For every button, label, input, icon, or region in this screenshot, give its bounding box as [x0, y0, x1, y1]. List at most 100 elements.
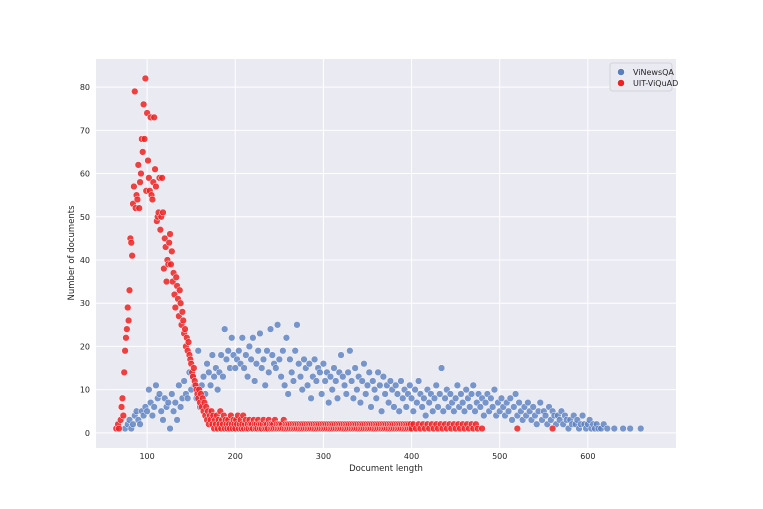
data-point [381, 390, 389, 398]
data-point [159, 416, 167, 424]
data-point [156, 226, 165, 234]
data-point [143, 407, 151, 415]
data-point [420, 394, 428, 402]
data-point [439, 407, 447, 415]
data-point [344, 368, 352, 377]
data-point [258, 364, 266, 372]
data-point [167, 260, 175, 268]
data-point [190, 364, 198, 372]
data-point [181, 325, 189, 333]
data-point [279, 347, 287, 355]
x-tick-label: 400 [404, 452, 419, 461]
data-point [402, 403, 410, 411]
y-tick-label: 30 [80, 299, 90, 308]
data-point [325, 398, 333, 407]
data-point [135, 204, 143, 212]
data-point [173, 416, 181, 424]
data-point [407, 394, 416, 402]
y-tick-label: 50 [80, 213, 90, 222]
data-point [251, 377, 259, 385]
data-point [626, 424, 634, 433]
data-point [259, 355, 268, 364]
data-point [296, 373, 305, 381]
data-point [145, 174, 153, 182]
data-point [238, 334, 246, 342]
data-point [399, 394, 407, 402]
data-point [480, 411, 488, 420]
data-point [370, 386, 379, 394]
y-axis-label: Number of documents [67, 205, 77, 301]
data-point [328, 386, 336, 394]
data-point [441, 394, 449, 402]
data-point [414, 377, 423, 385]
data-point [222, 355, 231, 364]
data-point [117, 403, 126, 411]
data-point [300, 355, 308, 364]
data-point [478, 424, 486, 433]
data-point [376, 381, 384, 389]
data-point [252, 360, 261, 368]
data-point [374, 368, 382, 377]
data-point [377, 407, 386, 415]
data-point [489, 403, 497, 411]
data-point [136, 420, 144, 428]
data-point [422, 411, 430, 420]
data-point [282, 334, 291, 342]
data-point [115, 424, 123, 433]
x-tick-label: 100 [139, 452, 154, 461]
series-uit-viquad-points [112, 74, 557, 433]
data-point [158, 174, 166, 182]
data-point [122, 334, 130, 342]
data-point [171, 398, 179, 407]
data-point [457, 390, 465, 398]
legend-box [609, 62, 673, 92]
data-point [453, 381, 462, 389]
data-point [203, 360, 211, 368]
data-point [145, 386, 153, 394]
data-point [194, 347, 202, 355]
data-point [603, 424, 611, 433]
data-point [384, 398, 393, 407]
data-point [273, 321, 282, 329]
data-point [151, 165, 159, 173]
data-point [180, 377, 188, 385]
data-point [277, 373, 285, 381]
data-point [256, 329, 264, 338]
data-point [166, 230, 174, 238]
data-point [471, 407, 479, 415]
legend: ViNewsQA UIT-ViQuAD [609, 62, 678, 92]
data-point [131, 87, 139, 96]
x-tick-labels: 100 200 300 400 500 600 [139, 452, 595, 461]
data-point [319, 360, 328, 368]
x-axis-label: Document length [349, 464, 423, 474]
data-point [434, 403, 442, 411]
data-point [513, 424, 521, 433]
data-point [578, 411, 587, 420]
data-point [128, 252, 136, 260]
legend-label-uit-viquad: UIT-ViQuAD [633, 79, 678, 88]
data-point [243, 373, 252, 381]
y-tick-label: 40 [80, 256, 90, 265]
data-point [166, 424, 174, 433]
data-point [159, 208, 167, 217]
data-point [379, 373, 388, 381]
data-point [346, 347, 354, 355]
x-tick-label: 300 [316, 452, 331, 461]
data-point [392, 381, 400, 389]
data-point [487, 394, 495, 402]
data-point [247, 355, 255, 364]
data-point [118, 394, 127, 402]
data-point [409, 407, 417, 415]
data-point [210, 373, 218, 381]
data-point [240, 364, 248, 372]
data-point [150, 403, 158, 411]
data-point [429, 407, 437, 415]
data-point [386, 377, 395, 385]
data-point [168, 247, 176, 255]
data-point [242, 351, 250, 359]
x-tick-label: 600 [580, 452, 595, 461]
data-point [144, 156, 152, 165]
data-point [459, 398, 467, 407]
data-point [462, 386, 470, 394]
y-tick-labels: 0 10 20 30 40 50 60 70 80 [80, 83, 90, 438]
